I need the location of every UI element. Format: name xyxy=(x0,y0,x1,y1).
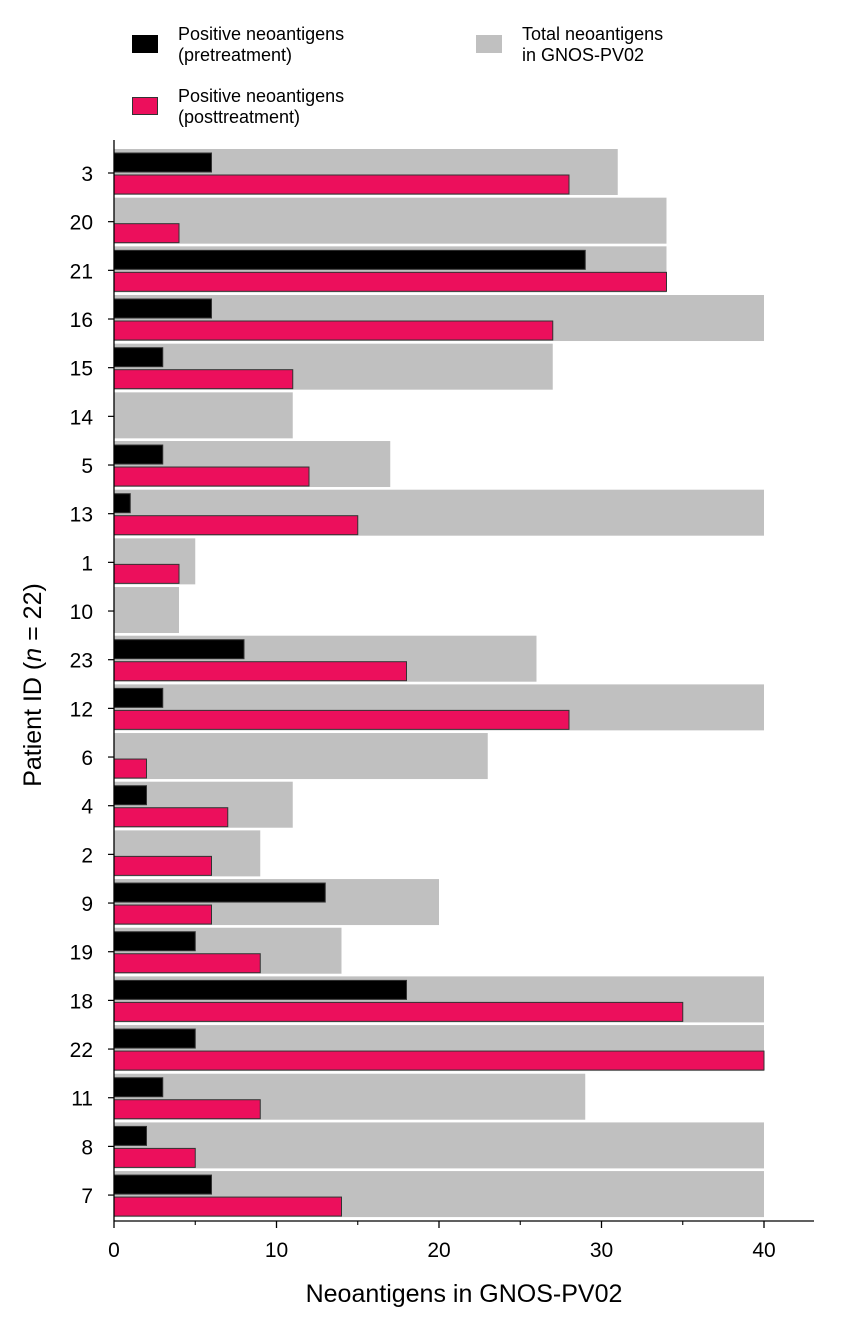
legend-line: (pretreatment) xyxy=(178,45,293,65)
legend-swatch-posttreatment xyxy=(132,97,158,115)
bar-pretreatment-patient-8 xyxy=(113,1125,147,1146)
axes-group: 3 20 21 16 15 14 5 13 1 10 23 12 6 4 2 9 19 18 22 11 8 7 0 10 20… xyxy=(70,140,814,1262)
bar-posttreatment-patient-9 xyxy=(113,904,212,925)
bar-posttreatment-patient-4 xyxy=(113,807,229,828)
bar-posttreatment-patient-1 xyxy=(113,563,180,584)
y-tick-label-21: 21 xyxy=(70,260,93,283)
y-tick-label-7: 7 xyxy=(81,1185,93,1208)
y-tick-label-18: 18 xyxy=(70,990,93,1013)
bar-posttreatment-patient-11 xyxy=(113,1099,261,1120)
bar-pretreatment-patient-18 xyxy=(113,979,407,1000)
x-tick-label-20: 20 xyxy=(427,1239,450,1262)
legend-swatch-total xyxy=(476,35,502,53)
legend-line: Positive neoantigens xyxy=(178,86,345,106)
bar-pretreatment-patient-21 xyxy=(113,249,586,270)
y-tick-label-16: 16 xyxy=(70,309,93,332)
bar-posttreatment-patient-20 xyxy=(113,223,180,244)
y-tick-label-13: 13 xyxy=(70,504,93,527)
legend-item-total: Total neoantigens in GNOS-PV02 xyxy=(476,24,663,66)
x-tick-label-40: 40 xyxy=(752,1239,775,1262)
x-tick-label-10: 10 xyxy=(265,1239,288,1262)
bar-posttreatment-patient-15 xyxy=(113,369,294,390)
legend-line: (posttreatment) xyxy=(178,107,301,127)
bar-posttreatment-patient-21 xyxy=(113,271,667,292)
y-tick-label-6: 6 xyxy=(81,747,93,770)
bar-posttreatment-patient-16 xyxy=(113,320,554,341)
bar-posttreatment-patient-13 xyxy=(113,515,359,536)
bar-posttreatment-patient-7 xyxy=(113,1196,342,1217)
bar-pretreatment-patient-5 xyxy=(113,444,164,465)
x-tick-label-30: 30 xyxy=(590,1239,613,1262)
y-axis-label: Patient ID (n = 22) xyxy=(19,583,47,787)
x-axis-label: Neoantigens in GNOS-PV02 xyxy=(306,1280,623,1308)
bar-posttreatment-patient-6 xyxy=(113,758,147,779)
legend-line: Total neoantigens xyxy=(522,24,664,44)
x-tick-label-0: 0 xyxy=(108,1239,120,1262)
y-tick-label-11: 11 xyxy=(71,1088,93,1111)
y-tick-label-12: 12 xyxy=(70,698,93,721)
y-axis-label-suffix: = 22) xyxy=(19,583,47,648)
legend-item-posttreatment: Positive neoantigens (posttreatment) xyxy=(132,86,344,128)
bar-posttreatment-patient-2 xyxy=(113,855,212,876)
bar-pretreatment-patient-15 xyxy=(113,347,164,368)
bar-total-patient-20 xyxy=(114,197,667,244)
bar-posttreatment-patient-12 xyxy=(113,709,570,730)
y-tick-label-8: 8 xyxy=(81,1136,93,1159)
legend-line: Positive neoantigens xyxy=(178,24,345,44)
bar-posttreatment-patient-19 xyxy=(113,953,261,974)
y-tick-label-3: 3 xyxy=(81,163,93,186)
bar-pretreatment-patient-16 xyxy=(113,298,212,319)
bar-posttreatment-patient-5 xyxy=(113,466,310,487)
bar-posttreatment-patient-23 xyxy=(113,661,407,682)
bar-posttreatment-patient-3 xyxy=(113,174,570,195)
bars-group xyxy=(113,149,765,1218)
legend-label-pretreatment: Positive neoantigens (pretreatment) xyxy=(178,24,344,66)
y-axis-label-prefix: Patient ID ( xyxy=(19,661,47,787)
bar-total-patient-14 xyxy=(114,392,293,439)
y-tick-label-4: 4 xyxy=(81,796,93,819)
bar-pretreatment-patient-12 xyxy=(113,687,164,708)
bar-pretreatment-patient-3 xyxy=(113,152,212,173)
legend-label-posttreatment: Positive neoantigens (posttreatment) xyxy=(178,86,344,128)
y-axis-label-n: n xyxy=(19,648,47,662)
bar-total-patient-6 xyxy=(114,733,488,780)
y-tick-label-19: 19 xyxy=(70,942,93,965)
y-tick-label-5: 5 xyxy=(81,455,93,478)
legend-line: in GNOS-PV02 xyxy=(522,45,645,65)
bar-pretreatment-patient-22 xyxy=(113,1028,196,1049)
y-tick-label-15: 15 xyxy=(70,358,93,381)
legend-swatch-pretreatment xyxy=(132,35,158,53)
y-tick-label-20: 20 xyxy=(70,212,93,235)
legend-item-pretreatment: Positive neoantigens (pretreatment) xyxy=(132,24,344,66)
y-tick-label-14: 14 xyxy=(70,406,94,429)
bar-pretreatment-patient-11 xyxy=(113,1077,164,1098)
y-tick-label-9: 9 xyxy=(81,893,93,916)
bar-posttreatment-patient-18 xyxy=(113,1001,684,1022)
y-tick-label-1: 1 xyxy=(81,552,93,575)
y-tick-label-2: 2 xyxy=(81,844,93,867)
bar-pretreatment-patient-23 xyxy=(113,639,245,660)
y-tick-label-10: 10 xyxy=(70,601,93,624)
bar-posttreatment-patient-8 xyxy=(113,1147,196,1168)
bar-pretreatment-patient-13 xyxy=(113,493,131,514)
legend-label-total: Total neoantigens in GNOS-PV02 xyxy=(522,24,663,66)
bar-pretreatment-patient-19 xyxy=(113,931,196,952)
y-tick-label-23: 23 xyxy=(70,650,93,673)
bar-posttreatment-patient-22 xyxy=(113,1050,765,1071)
bar-pretreatment-patient-4 xyxy=(113,785,147,806)
bar-pretreatment-patient-7 xyxy=(113,1174,212,1195)
bar-pretreatment-patient-9 xyxy=(113,882,326,903)
bar-total-patient-8 xyxy=(114,1122,764,1169)
bar-total-patient-10 xyxy=(114,587,179,634)
y-tick-label-22: 22 xyxy=(70,1039,93,1062)
